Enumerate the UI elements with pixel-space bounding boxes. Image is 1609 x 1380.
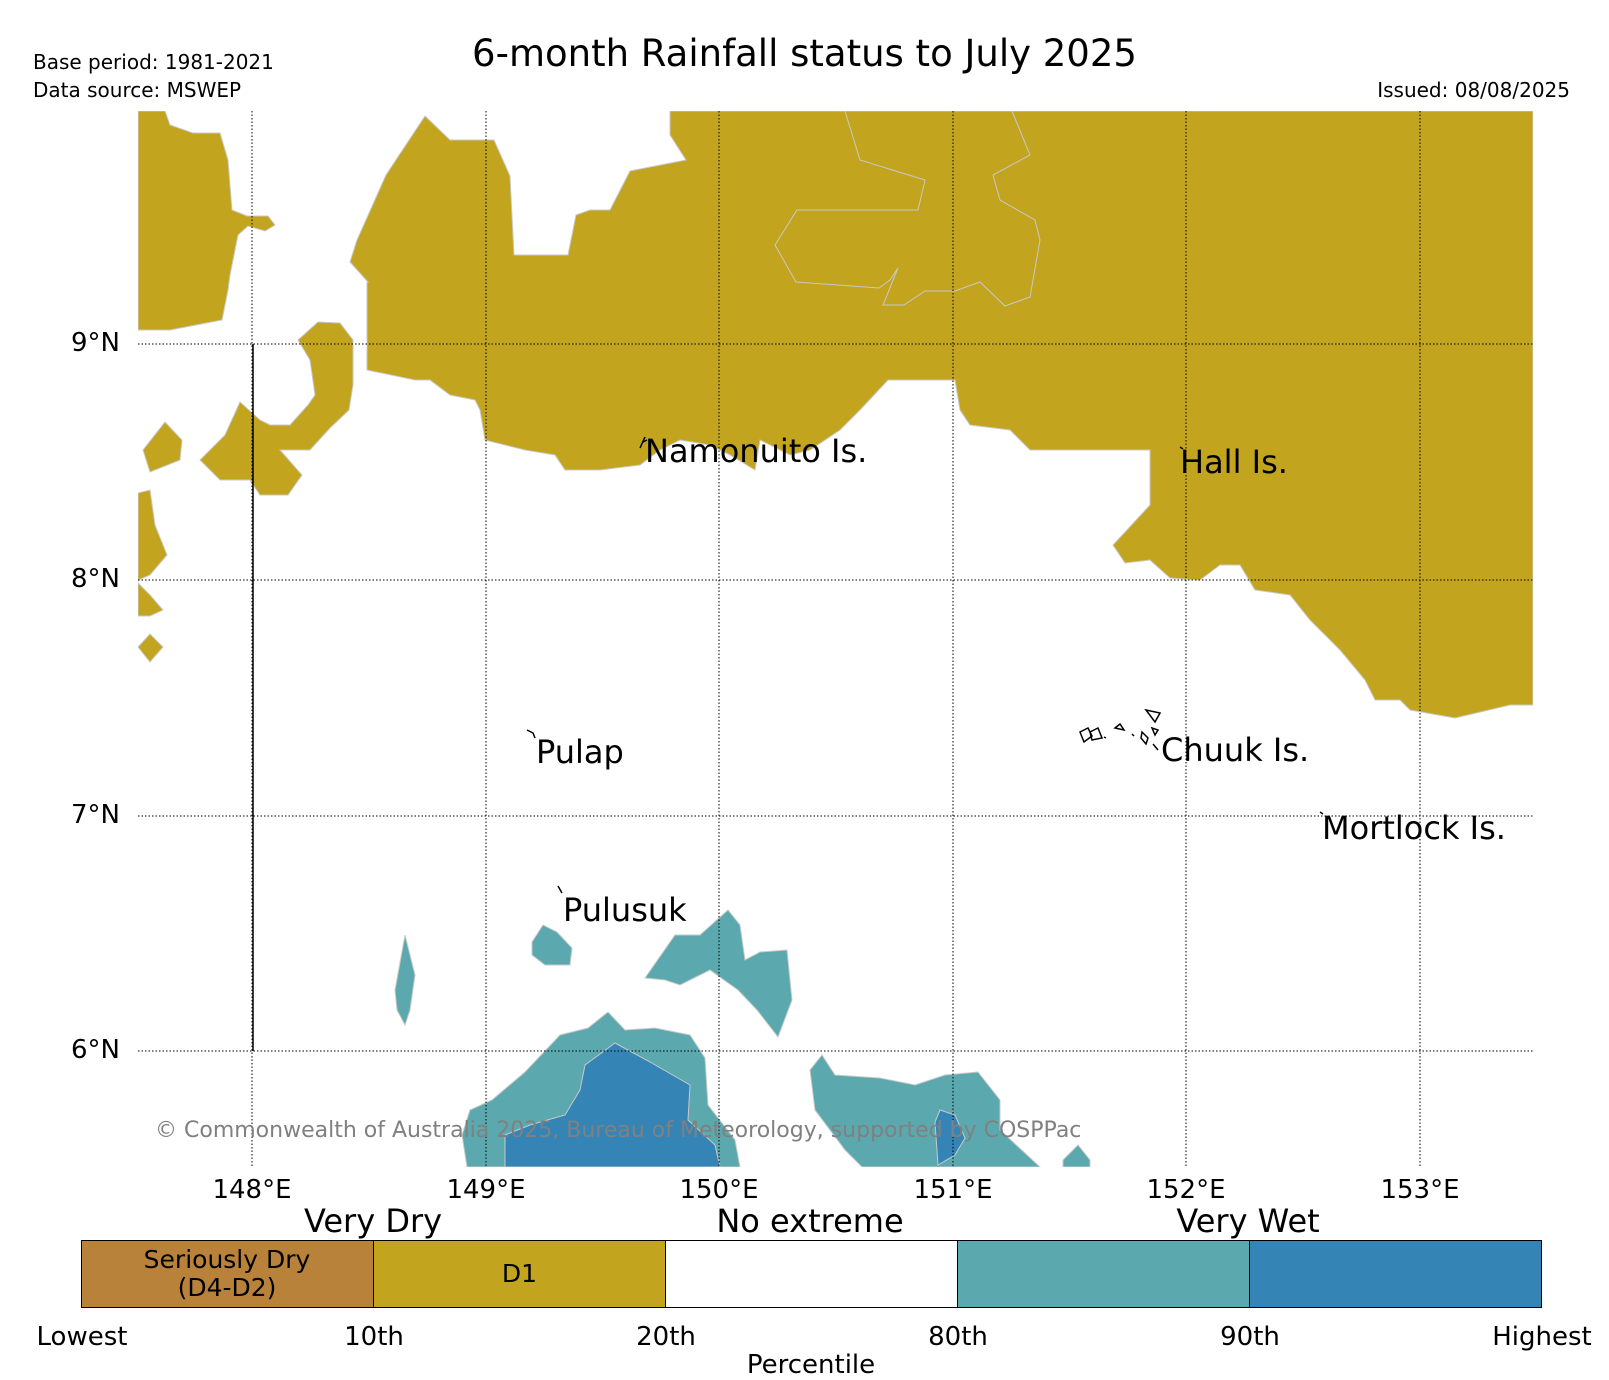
d1-region-west-tiny <box>138 633 164 663</box>
lon-label-153e: 153°E <box>1380 1175 1460 1205</box>
d1-region-north <box>349 111 1533 719</box>
chuuk-outline-3 <box>1079 726 1093 744</box>
lon-label-150e: 150°E <box>679 1175 759 1205</box>
legend-tick-highest: Highest <box>1492 1322 1592 1352</box>
wet90-region-small <box>934 1109 966 1166</box>
legend-swatch-90th <box>1250 1240 1542 1308</box>
chuuk-outline-8 <box>1103 736 1107 739</box>
wet80-region-small-1 <box>531 924 573 966</box>
legend-axis-label: Percentile <box>746 1350 876 1380</box>
legend-swatch-seriously-dry: Seriously Dry (D4-D2) <box>81 1240 374 1308</box>
chuuk-outline-7 <box>1152 743 1159 751</box>
chuuk-outline-1 <box>1144 708 1162 724</box>
d1-region-west <box>199 321 354 496</box>
island-outlines <box>526 436 1324 894</box>
gridlines <box>138 111 1533 1167</box>
pulusuk-outline <box>557 885 563 894</box>
legend-tick-80th: 80th <box>928 1322 988 1352</box>
map-title: 6-month Rainfall status to July 2025 <box>472 32 1137 75</box>
base-period: Base period: 1981-2021 <box>33 50 274 74</box>
legend-category-no-extreme: No extreme <box>716 1202 904 1240</box>
place-pulusuk: Pulusuk <box>563 891 687 929</box>
legend-swatch-80th <box>958 1240 1250 1308</box>
wet80-region-small-3 <box>1062 1144 1091 1167</box>
wet80-region-se <box>809 1054 1041 1167</box>
lat-label-7n: 7°N <box>71 800 120 830</box>
lat-label-8n: 8°N <box>71 564 120 594</box>
legend-category-very-wet: Very Wet <box>1176 1202 1320 1240</box>
place-namonuito: Namonuito Is. <box>645 432 868 470</box>
namonuito-outline <box>639 436 648 449</box>
place-mortlock: Mortlock Is. <box>1322 809 1506 847</box>
chuuk-outline-6 <box>1150 726 1160 737</box>
legend-tick-lowest: Lowest <box>36 1322 128 1352</box>
d1-region-west-small <box>142 421 183 473</box>
copyright-notice: © Commonwealth of Australia 2025, Bureau… <box>155 1118 1082 1143</box>
legend-tick-10th: 10th <box>344 1322 404 1352</box>
place-pulap: Pulap <box>536 733 624 771</box>
lon-label-151e: 151°E <box>913 1175 993 1205</box>
data-source: Data source: MSWEP <box>33 78 242 102</box>
legend-tick-20th: 20th <box>636 1322 696 1352</box>
d1-region-northwest <box>138 111 276 331</box>
lon-label-149e: 149°E <box>446 1175 526 1205</box>
lon-label-148e: 148°E <box>212 1175 292 1205</box>
legend-tick-90th: 90th <box>1220 1322 1280 1352</box>
place-hall: Hall Is. <box>1180 443 1288 481</box>
pulap-outline <box>526 729 536 739</box>
issued-date: Issued: 08/08/2025 <box>1377 78 1570 102</box>
wet80-region-small-2 <box>394 934 416 1027</box>
place-chuuk: Chuuk Is. <box>1161 731 1310 769</box>
lon-label-152e: 152°E <box>1146 1175 1226 1205</box>
chuuk-outline-4 <box>1113 722 1126 732</box>
legend-swatch-d1: D1 <box>374 1240 666 1308</box>
chuuk-outline-5 <box>1140 730 1149 746</box>
legend-swatch-no-extreme <box>666 1240 958 1308</box>
lat-label-6n: 6°N <box>71 1035 120 1065</box>
chuuk-outline-9 <box>1131 733 1135 737</box>
lat-label-9n: 9°N <box>71 328 120 358</box>
legend-category-very-dry: Very Dry <box>303 1202 443 1240</box>
d1-region-west-edge <box>138 489 168 617</box>
wet90-region-main <box>504 1042 721 1167</box>
mortlock-outline <box>1319 811 1324 815</box>
hall-outline <box>1179 446 1184 450</box>
